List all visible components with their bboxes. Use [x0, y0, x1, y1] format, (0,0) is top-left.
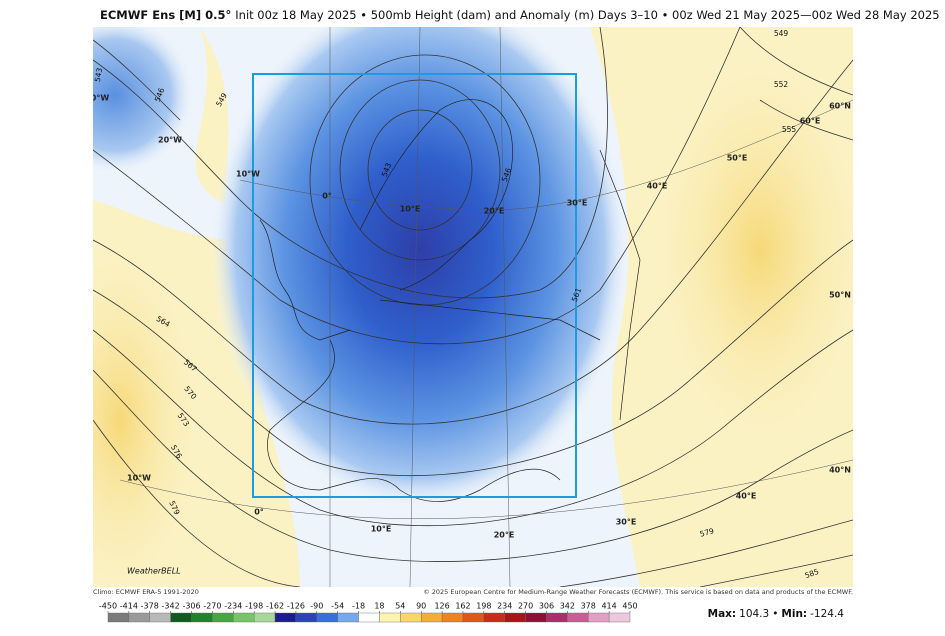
colorbar-tick-label: -18 — [352, 602, 365, 611]
colorbar-swatch — [295, 612, 318, 623]
colorbar-swatch — [253, 612, 276, 623]
colorbar-tick-label: -234 — [224, 602, 242, 611]
colorbar-tick-label: 450 — [622, 602, 637, 611]
colorbar-swatch — [316, 612, 338, 623]
colorbar-swatch — [191, 612, 213, 623]
colorbar-tick-label: 162 — [455, 602, 470, 611]
title-sub: Init 00z 18 May 2025 • 500mb Height (dam… — [235, 8, 939, 22]
graticule-label: 0° — [322, 192, 332, 201]
colorbar-tick-label: 342 — [560, 602, 575, 611]
graticule-label: 10°E — [400, 205, 421, 214]
colorbar-swatch — [608, 612, 631, 623]
colorbar-tick-label: -342 — [162, 602, 180, 611]
colorbar-swatch — [107, 612, 130, 623]
graticule-label: 30°E — [567, 199, 588, 208]
separator: • — [772, 608, 778, 620]
min-value: -124.4 — [810, 608, 844, 620]
graticule-label: 20°E — [484, 207, 505, 216]
colorbar-swatch — [274, 612, 297, 623]
min-label: Min: — [781, 608, 807, 620]
title: ECMWF Ens [M] 0.5° Init 00z 18 May 2025 •… — [100, 8, 940, 22]
coastlines — [259, 99, 641, 502]
colorbar-tick-label: -54 — [331, 602, 344, 611]
colorbar-tick-label: -450 — [99, 602, 117, 611]
graticule-label: 40°N — [829, 466, 851, 475]
colorbar-swatch — [504, 612, 526, 623]
colorbar-swatch — [421, 612, 443, 623]
warm-anomaly — [93, 220, 210, 587]
graticule-label: 40°E — [647, 182, 668, 191]
contours — [93, 27, 853, 587]
stats: Max: 104.3 • Min: -124.4 — [708, 608, 845, 620]
colorbar-tick-label: 270 — [518, 602, 533, 611]
colorbar-tick-label: 126 — [434, 602, 449, 611]
graticule-label: 20°W — [158, 136, 182, 145]
colorbar-swatch — [358, 612, 380, 623]
colorbar-tick-label: -198 — [245, 602, 263, 611]
colorbar-tick-label: -162 — [266, 602, 284, 611]
colorbar-swatch — [483, 612, 505, 623]
graticule-label: 30°E — [616, 518, 637, 527]
colorbar-tick-label: 54 — [395, 602, 405, 611]
colorbar-tick-label: 378 — [581, 602, 596, 611]
max-value: 104.3 — [739, 608, 769, 620]
colorbar-tick-label: 18 — [374, 602, 384, 611]
cold-anomaly — [210, 27, 630, 510]
copyright: © 2025 European Centre for Medium-Range … — [423, 588, 853, 596]
colorbar-tick-label: 414 — [601, 602, 616, 611]
colorbar-swatch — [400, 612, 422, 623]
colorbar-swatch — [233, 612, 255, 623]
graticule-label: 10°W — [236, 170, 260, 179]
contour-label: 579 — [699, 526, 715, 538]
contour-label: 549 — [774, 29, 789, 38]
colorbar-swatch — [379, 612, 401, 623]
colorbar-tick-label: 234 — [497, 602, 512, 611]
max-label: Max: — [708, 608, 737, 620]
title-main: ECMWF Ens [M] 0.5° — [100, 8, 231, 22]
colorbar-swatch — [337, 612, 359, 623]
colorbar-tick-label: -378 — [141, 602, 159, 611]
colorbar-swatch — [588, 612, 610, 623]
graticule-label: 10°W — [127, 474, 151, 483]
colorbar-tick-label: -306 — [182, 602, 200, 611]
cold-anomaly — [93, 27, 195, 175]
contour-label: 552 — [774, 80, 789, 89]
contour-label: 543 — [93, 67, 104, 83]
graticule-label: 0° — [254, 508, 264, 517]
colorbar-swatch — [128, 612, 150, 623]
climo-note: Climo: ECMWF ERA-5 1991-2020 — [93, 588, 199, 596]
colorbar-swatch — [462, 612, 485, 623]
watermark: WeatherBELL — [127, 567, 181, 576]
colorbar-tick-label: 306 — [539, 602, 554, 611]
colorbar-swatch — [525, 612, 547, 623]
warm-anomaly — [640, 30, 853, 470]
colorbar-tick-label: -126 — [287, 602, 305, 611]
graticule-label: 0°W — [91, 94, 110, 103]
colorbar-swatch — [546, 612, 568, 623]
colorbar-tick-label: -414 — [120, 602, 138, 611]
colorbar: -450 -414 -378 -342 -306 -270 -234 -198 -162 -126… — [99, 602, 638, 623]
graticule-label: 20°E — [494, 531, 515, 540]
colorbar-tick-label: -270 — [203, 602, 221, 611]
colorbar-swatch — [212, 612, 234, 623]
colorbar-tick-label: 198 — [476, 602, 491, 611]
contour-label: 555 — [782, 125, 797, 134]
graticule-label: 50°E — [727, 154, 748, 163]
colorbar-swatch — [170, 612, 192, 623]
graticule-label: 40°E — [736, 492, 757, 501]
graticule-label: 50°N — [829, 291, 851, 300]
colorbar-tick-label: -90 — [310, 602, 323, 611]
colorbar-swatch — [567, 612, 589, 623]
graticule-label: 60°E — [800, 117, 821, 126]
colorbar-tick-label: 90 — [416, 602, 426, 611]
graticule-label: 60°N — [829, 102, 851, 111]
colorbar-swatch — [441, 612, 464, 623]
graticule-label: 10°E — [371, 525, 392, 534]
region-box — [252, 73, 577, 498]
graticule — [119, 27, 853, 587]
colorbar-swatch — [149, 612, 171, 623]
